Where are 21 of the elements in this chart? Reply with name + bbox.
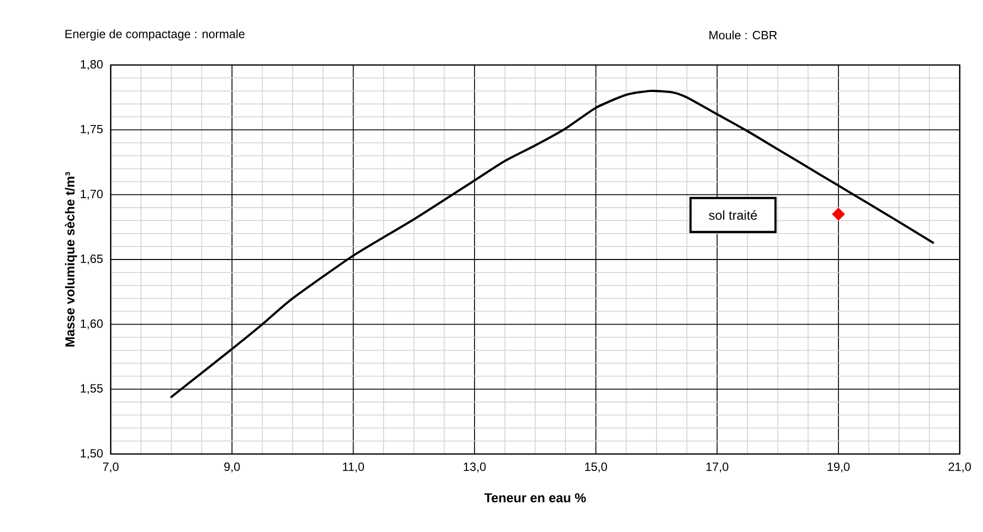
x-tick-label: 7,0	[103, 462, 119, 472]
y-tick-label: 1,80	[80, 60, 103, 70]
y-tick-label: 1,65	[80, 254, 103, 264]
y-axis-title: Masse volumique sèche t/m³	[64, 172, 78, 346]
x-tick-label: 15,0	[585, 462, 608, 472]
x-axis-title: Teneur en eau %	[484, 493, 586, 502]
x-tick-label: 21,0	[948, 462, 971, 472]
annotation: sol traité	[708, 210, 757, 220]
x-tick-label: 19,0	[828, 462, 850, 472]
line-series	[170, 90, 934, 398]
x-tick-label: 11,0	[342, 462, 364, 472]
y-tick-label: 1,55	[80, 384, 103, 394]
y-tick-label: 1,75	[80, 124, 103, 135]
y-tick-label: 1,50	[80, 449, 103, 459]
y-tick-label: 1,70	[80, 190, 103, 200]
x-tick-label: 13,0	[464, 462, 486, 472]
x-tick-label: 9,0	[224, 462, 240, 472]
y-tick-label: 1,60	[80, 319, 103, 330]
x-tick-label: 17,0	[706, 462, 728, 472]
text: Moule : CBR	[710, 30, 777, 40]
text: Energie de compactage : normale	[66, 29, 244, 41]
